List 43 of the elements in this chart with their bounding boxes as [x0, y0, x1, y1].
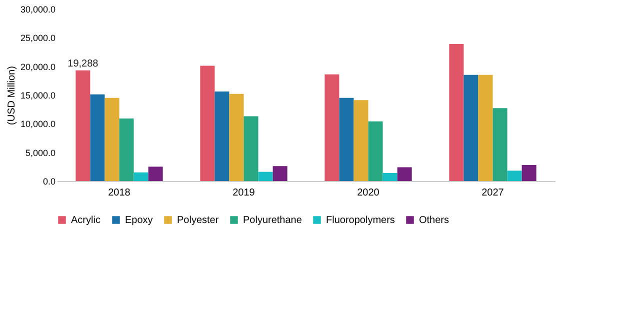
bar [324, 74, 340, 181]
bar [258, 172, 273, 181]
y-tick-label: 30,000.0 [20, 4, 56, 14]
x-tick-label: 2020 [357, 188, 380, 198]
bar [449, 44, 464, 181]
y-axis-title: (USD Million) [6, 66, 18, 125]
y-tick-label: 5,000.0 [25, 148, 56, 158]
bar [200, 66, 215, 181]
legend-label: Acrylic [71, 215, 100, 226]
bar [272, 166, 288, 181]
bar [214, 92, 230, 181]
bar [478, 74, 493, 181]
bar [522, 164, 536, 181]
y-tick-label: 0.0 [42, 176, 56, 186]
bar [464, 74, 478, 181]
data-label: 19,288 [68, 58, 99, 70]
bar [354, 100, 368, 181]
x-tick-label: 2027 [482, 188, 504, 198]
legend-label: Fluoropolymers [326, 215, 395, 226]
y-tick-label: 15,000.0 [20, 90, 56, 100]
bar [507, 170, 522, 181]
bar [104, 98, 120, 181]
bar [382, 172, 398, 181]
y-tick-label: 10,000.0 [20, 119, 56, 130]
legend-label: Epoxy [125, 215, 153, 226]
bar [119, 118, 134, 181]
y-tick-label: 25,000.0 [20, 33, 56, 44]
bar [76, 70, 90, 181]
legend-label: Polyester [177, 215, 220, 226]
bar [492, 108, 508, 181]
legend-label: Others [419, 215, 450, 226]
bar [368, 121, 383, 181]
bar [90, 94, 105, 181]
y-tick-label: 20,000.0 [20, 62, 56, 72]
legend-label: Polyurethane [243, 215, 302, 226]
bar [397, 167, 412, 181]
bar [339, 98, 354, 181]
bar [134, 172, 148, 181]
bar [229, 94, 244, 181]
bar [244, 116, 258, 181]
x-tick-label: 2018 [108, 188, 131, 198]
x-tick-label: 2019 [232, 188, 256, 198]
bar [148, 166, 163, 181]
